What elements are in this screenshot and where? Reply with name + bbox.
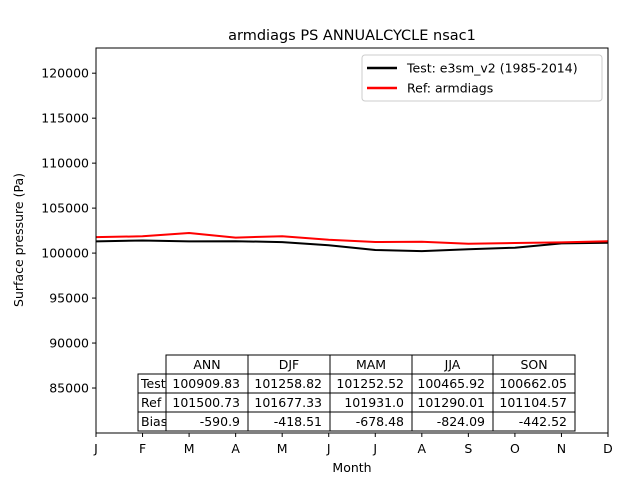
table-cell-value: 101500.73 <box>172 395 240 410</box>
y-tick-label: 100000 <box>41 246 89 261</box>
table-header-label: SON <box>520 357 547 372</box>
table-cell-value: 100909.83 <box>172 376 240 391</box>
table-cell-value: 100662.05 <box>499 376 567 391</box>
table-cell-value: 101677.33 <box>254 395 322 410</box>
x-tick-label: O <box>510 441 520 456</box>
table-row-label: Bias <box>141 414 167 429</box>
y-tick-label: 120000 <box>41 66 89 81</box>
x-tick-label: J <box>372 441 377 456</box>
table-cell-value: -442.52 <box>519 414 567 429</box>
table-header-label: DJF <box>279 357 300 372</box>
x-tick-label: S <box>464 441 472 456</box>
series-line-test <box>96 239 608 253</box>
x-tick-label: J <box>93 441 98 456</box>
y-tick-label: 85000 <box>49 381 89 396</box>
y-tick-label: 95000 <box>49 291 89 306</box>
stats-table: ANN DJF MAM JJA SON Test 100909.83 101258.82 101… <box>137 354 576 432</box>
y-tick-label: 115000 <box>41 111 89 126</box>
plot-frame <box>95 47 609 434</box>
y-axis: 85000 90000 95000 100000 105000 110000 115000 1… <box>41 66 96 396</box>
x-tick-label: F <box>139 441 146 456</box>
y-tick-label: 90000 <box>49 336 89 351</box>
series-line-ref <box>96 232 608 245</box>
y-tick-label: 110000 <box>41 156 89 171</box>
table-cell-value: -590.9 <box>200 414 240 429</box>
chart-title: armdiags PS ANNUALCYCLE nsac1 <box>228 28 476 44</box>
x-tick-label: N <box>557 441 566 456</box>
table-header-label: JJA <box>444 357 461 372</box>
table-cell-value: 101931.0 <box>344 395 404 410</box>
table-row-label: Ref <box>141 395 162 410</box>
series-lines <box>96 232 608 253</box>
table-cell-value: -824.09 <box>437 414 485 429</box>
legend-label-test: Test: e3sm_v2 (1985-2014) <box>406 61 578 76</box>
x-axis-label: Month <box>332 460 371 475</box>
table-cell-value: 101104.57 <box>499 395 567 410</box>
y-tick-label: 105000 <box>41 201 89 216</box>
x-tick-label: A <box>418 441 427 456</box>
table-cell-value: 100465.92 <box>417 376 485 391</box>
table-header-label: MAM <box>356 357 386 372</box>
table-header-label: ANN <box>193 357 220 372</box>
table-cell-value: 101290.01 <box>417 395 485 410</box>
legend-label-ref: Ref: armdiags <box>407 81 493 96</box>
table-cell-value: -678.48 <box>356 414 404 429</box>
legend-box <box>361 54 603 102</box>
x-tick-label: A <box>231 441 240 456</box>
table-cell-value: 101252.52 <box>336 376 404 391</box>
x-tick-label: M <box>184 441 195 456</box>
table-cell <box>492 411 576 432</box>
x-tick-label: D <box>603 441 613 456</box>
x-tick-label: M <box>277 441 288 456</box>
y-axis-label: Surface pressure (Pa) <box>11 173 26 307</box>
table-cell-value: -418.51 <box>274 414 322 429</box>
x-tick-label: J <box>326 441 331 456</box>
legend: Test: e3sm_v2 (1985-2014) Ref: armdiags <box>361 54 603 102</box>
table-cell-value: 101258.82 <box>254 376 322 391</box>
table-row-label: Test <box>140 376 166 391</box>
